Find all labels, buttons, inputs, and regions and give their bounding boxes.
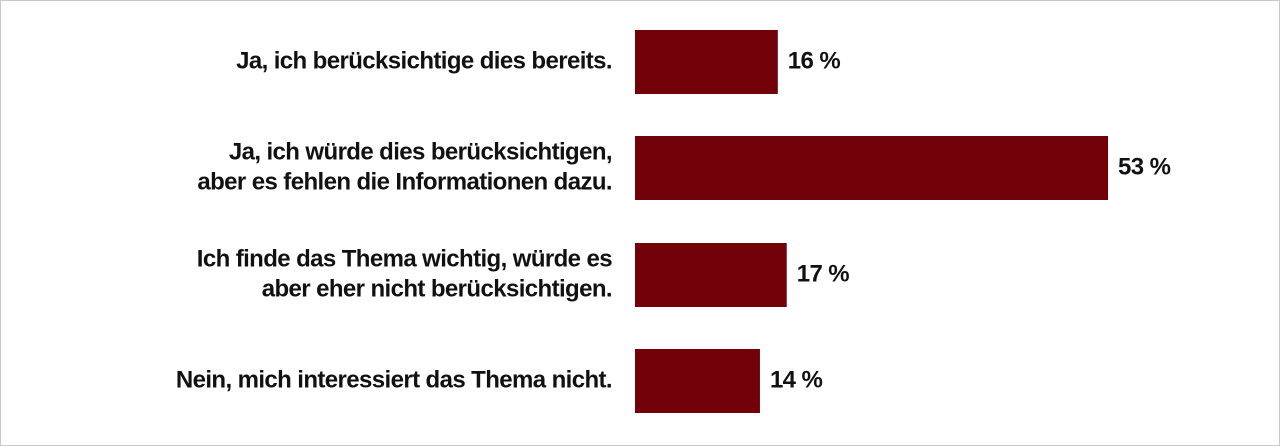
bar [635,243,787,307]
value-label: 16 % [788,47,841,74]
bar [635,136,1109,200]
category-label: Ja, ich berücksichtige dies bereits. [236,47,612,74]
category-label: aber eher nicht berücksichtigen. [262,275,612,302]
value-label: 14 % [770,366,823,393]
category-label: Nein, mich interessiert das Thema nicht. [176,366,612,393]
category-label: Ich finde das Thema wichtig, würde es [197,245,612,272]
category-label: aber es fehlen die Informationen dazu. [197,168,612,195]
value-label: 53 % [1118,153,1171,180]
bar [635,349,760,413]
category-label: Ja, ich würde dies berücksichtigen, [229,138,612,165]
value-label: 17 % [797,260,850,287]
bar [635,30,778,94]
